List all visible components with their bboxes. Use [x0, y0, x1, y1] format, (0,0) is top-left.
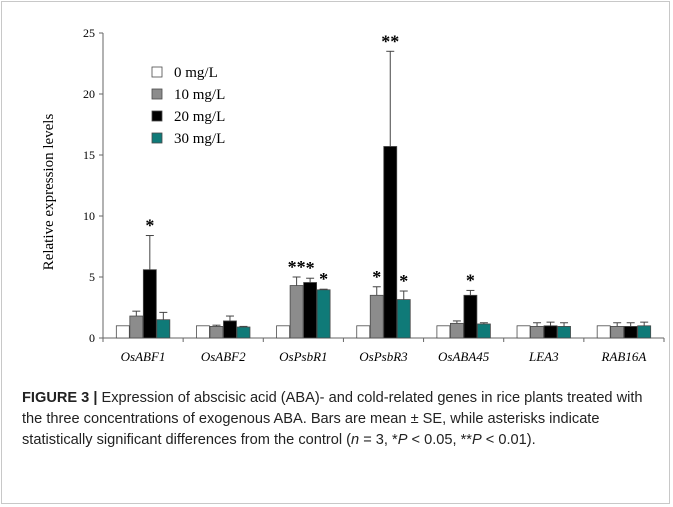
bar [449, 322, 464, 339]
bar [276, 325, 291, 339]
bar [436, 325, 451, 339]
y-tick-label: 25 [83, 26, 95, 40]
bars: *** ** **** * [115, 31, 652, 339]
legend-swatch [151, 110, 163, 122]
figure-caption: FIGURE 3 | Expression of abscisic acid (… [22, 388, 662, 451]
y-tick-label: 15 [83, 148, 95, 162]
bar [623, 326, 638, 339]
y-tick-label: 20 [83, 87, 95, 101]
significance-mark: * [399, 271, 408, 291]
caption-p1: P [397, 432, 408, 448]
bar [289, 285, 304, 339]
bar [383, 146, 398, 339]
significance-mark: * [372, 267, 381, 287]
bar [142, 269, 157, 339]
axes: 0 5 10 15 20 25 OsABF1 OsABF2 OsPsbR1 OsPsbR3 OsAB… [83, 26, 665, 364]
legend-label: 30 mg/L [174, 131, 225, 147]
significance-mark: * [319, 269, 328, 289]
caption-text: Expression of abscisic acid (ABA)- and c… [22, 390, 643, 448]
bar [316, 289, 331, 339]
bar [369, 294, 384, 339]
x-category-label: OsPsbR1 [279, 349, 327, 364]
significance-mark: * [466, 270, 475, 290]
caption-label: FIGURE 3 | [22, 390, 98, 406]
bar [596, 325, 611, 339]
bar [196, 325, 210, 339]
bar [356, 325, 371, 339]
caption-n: n [351, 432, 360, 448]
legend-swatch [151, 132, 163, 144]
y-tick-label: 10 [83, 209, 95, 223]
legend-label: 0 mg/L [174, 65, 218, 81]
legend-label: 20 mg/L [174, 109, 225, 125]
caption-p2: P [471, 432, 482, 448]
y-tick-label: 5 [89, 270, 95, 284]
significance-mark: ** [381, 31, 399, 51]
bar [637, 325, 652, 339]
bar [543, 325, 558, 339]
bar-chart: Relative expression levels 0 5 10 15 20 25 OsA… [41, 26, 665, 364]
legend-swatch [151, 66, 163, 78]
x-category-label: RAB16A [601, 349, 647, 364]
bar [129, 315, 144, 339]
bar [476, 323, 491, 339]
bar [115, 325, 130, 339]
bar [516, 325, 531, 339]
legend: 0 mg/L 10 mg/L 20 mg/L 30 mg/L [151, 65, 225, 147]
x-category-label: OsABA45 [438, 349, 490, 364]
legend-swatch [151, 88, 163, 100]
x-category-label: OsABF1 [121, 349, 166, 364]
significance-mark: ** [288, 257, 306, 277]
x-category-label: OsPsbR3 [359, 349, 408, 364]
bar [209, 326, 224, 339]
x-category-label: OsABF2 [201, 349, 246, 364]
bar [236, 326, 251, 339]
caption-p2-value: < 0.01). [481, 432, 536, 448]
bar [303, 282, 318, 339]
bar [463, 294, 478, 339]
caption-n-value: = 3, * [359, 432, 398, 448]
x-category-label: LEA3 [528, 349, 559, 364]
bar [557, 326, 571, 339]
caption-p1-value: < 0.05, ** [407, 432, 472, 448]
bar [530, 326, 544, 339]
y-axis-label: Relative expression levels [41, 114, 57, 271]
bar [610, 326, 625, 339]
significance-mark: * [306, 258, 315, 278]
significance-mark: * [145, 216, 154, 236]
bar [156, 319, 171, 339]
bar [396, 299, 411, 339]
legend-label: 10 mg/L [174, 87, 225, 103]
y-tick-label: 0 [89, 331, 95, 345]
bar [223, 320, 237, 339]
